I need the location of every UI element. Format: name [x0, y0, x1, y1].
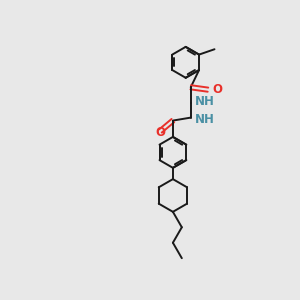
Text: O: O [212, 83, 222, 96]
Text: NH: NH [195, 112, 215, 126]
Text: NH: NH [195, 95, 215, 108]
Text: O: O [155, 126, 165, 139]
